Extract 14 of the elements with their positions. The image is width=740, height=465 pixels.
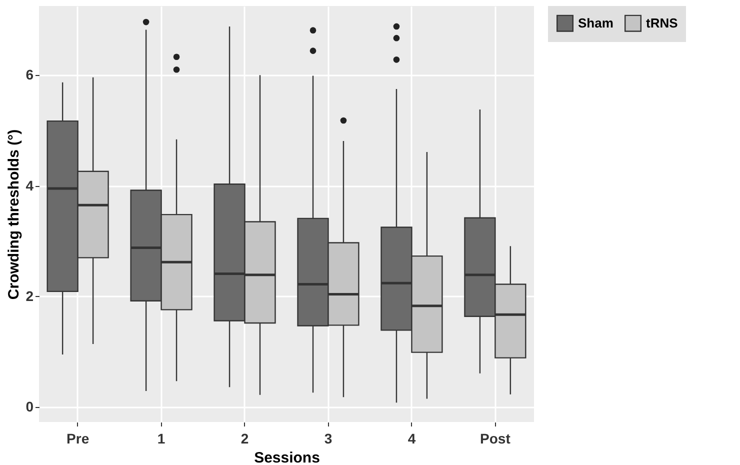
y-tick-label: 6: [26, 66, 34, 83]
y-axis-title: Crowding thresholds (°): [6, 129, 23, 300]
y-tick-label: 2: [26, 288, 34, 304]
x-tick-label: 4: [408, 430, 416, 446]
x-tick-label: 3: [324, 430, 332, 446]
legend-label: tRNS: [646, 15, 678, 30]
y-tick-label: 4: [26, 177, 34, 194]
y-tick-label: 0: [26, 398, 34, 415]
x-tick-label: 1: [157, 430, 166, 446]
x-tick-label: Post: [480, 430, 511, 446]
x-tick-label: Pre: [66, 430, 90, 446]
legend-label: Sham: [578, 15, 614, 30]
x-tick-label: 2: [240, 430, 249, 446]
x-axis-title: Sessions: [254, 450, 320, 465]
